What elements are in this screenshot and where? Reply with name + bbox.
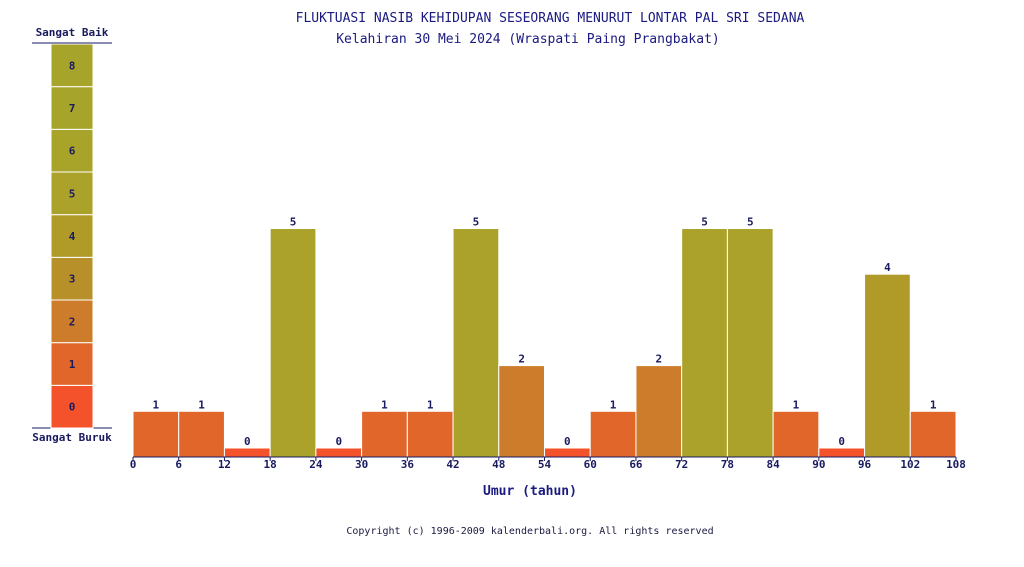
scale-legend: Sangat Baik Sangat Buruk 0 1 2 3 4 5 6 7 8 xyxy=(32,26,112,444)
bar-value-label: 1 xyxy=(930,398,937,411)
bar xyxy=(498,365,545,458)
scale-level-8 xyxy=(50,43,94,88)
scale-level-0 xyxy=(50,384,94,429)
bar xyxy=(589,410,637,458)
x-tick-label: 18 xyxy=(264,458,277,471)
bar-value-label: 0 xyxy=(838,435,845,448)
bar-value-label: 5 xyxy=(701,216,708,229)
scale-level-2 xyxy=(50,299,94,344)
bar-value-label: 4 xyxy=(884,261,891,274)
scale-level-label: 4 xyxy=(69,230,76,243)
x-tick-label: 48 xyxy=(492,458,505,471)
scale-level-5 xyxy=(50,171,94,216)
scale-level-label: 3 xyxy=(69,273,76,286)
bar-value-label: 1 xyxy=(793,398,800,411)
bar xyxy=(269,228,317,458)
scale-level-label: 8 xyxy=(69,59,76,72)
bar xyxy=(818,447,866,458)
bar xyxy=(178,410,225,458)
bar-value-label: 1 xyxy=(381,398,388,411)
x-tick-label: 24 xyxy=(309,458,323,471)
x-tick-label: 42 xyxy=(446,458,459,471)
bar-value-label: 5 xyxy=(747,216,754,229)
bar-value-label: 5 xyxy=(290,216,297,229)
bar xyxy=(726,228,774,458)
x-tick-label: 96 xyxy=(858,458,872,471)
bar-value-label: 5 xyxy=(473,216,480,229)
x-tick-label: 108 xyxy=(946,458,966,471)
scale-bottom-label: Sangat Buruk xyxy=(32,431,112,444)
bar-value-label: 0 xyxy=(564,435,571,448)
bar xyxy=(681,228,728,458)
bar xyxy=(772,410,820,458)
bar xyxy=(452,228,500,458)
bar-value-label: 2 xyxy=(655,353,662,366)
scale-top-label: Sangat Baik xyxy=(36,26,109,39)
x-tick-label: 30 xyxy=(355,458,368,471)
x-tick-label: 90 xyxy=(812,458,825,471)
x-tick-label: 60 xyxy=(584,458,597,471)
scale-level-label: 1 xyxy=(69,358,76,371)
bar-value-label: 1 xyxy=(153,398,160,411)
bar xyxy=(223,447,271,458)
scale-level-label: 0 xyxy=(69,401,76,414)
scale-level-label: 7 xyxy=(69,102,76,115)
chart-title: FLUKTUASI NASIB KEHIDUPAN SESEORANG MENU… xyxy=(296,11,805,26)
x-tick-label: 102 xyxy=(900,458,920,471)
x-tick-label: 0 xyxy=(130,458,137,471)
bar-value-label: 1 xyxy=(427,398,434,411)
x-axis: 0 6 12 18 24 30 36 42 48 54 60 66 72 78 84 90 96 102 108 xyxy=(130,456,966,471)
bar xyxy=(406,410,454,458)
bar-value-label: 0 xyxy=(244,435,251,448)
scale-level-label: 5 xyxy=(69,187,76,200)
x-tick-label: 66 xyxy=(629,458,643,471)
bar xyxy=(315,447,363,458)
x-tick-label: 54 xyxy=(538,458,552,471)
x-axis-label: Umur (tahun) xyxy=(483,484,577,499)
x-tick-label: 6 xyxy=(175,458,182,471)
bar-value-label: 1 xyxy=(198,398,205,411)
bar xyxy=(635,365,683,458)
x-tick-label: 12 xyxy=(218,458,231,471)
bar xyxy=(361,410,408,458)
chart-subtitle: Kelahiran 30 Mei 2024 (Wraspati Paing Pr… xyxy=(336,32,720,47)
x-tick-label: 72 xyxy=(675,458,688,471)
x-tick-label: 78 xyxy=(721,458,734,471)
scale-level-3 xyxy=(50,256,94,301)
bar xyxy=(132,410,180,458)
scale-level-7 xyxy=(50,86,94,130)
bar-value-label: 2 xyxy=(518,353,525,366)
bar xyxy=(864,273,911,458)
scale-level-6 xyxy=(50,128,94,173)
x-tick-label: 36 xyxy=(401,458,415,471)
bar-value-label: 1 xyxy=(610,398,617,411)
bar-value-label: 0 xyxy=(335,435,342,448)
bar xyxy=(909,410,957,458)
bars xyxy=(132,228,957,458)
copyright-text: Copyright (c) 1996-2009 kalenderbali.org… xyxy=(346,526,713,537)
scale-level-label: 6 xyxy=(69,145,76,158)
bar xyxy=(544,447,591,458)
x-tick-label: 84 xyxy=(766,458,780,471)
scale-level-label: 2 xyxy=(69,315,76,328)
